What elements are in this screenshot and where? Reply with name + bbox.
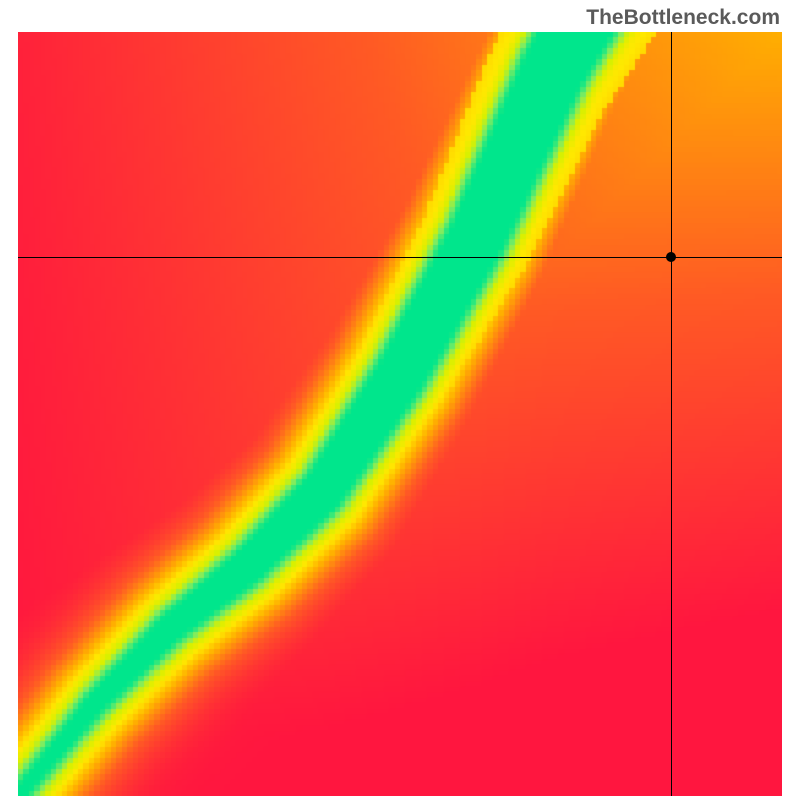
chart-container: TheBottleneck.com bbox=[0, 0, 800, 800]
heatmap-chart bbox=[18, 32, 782, 796]
marker-crosshair-vertical bbox=[671, 32, 672, 796]
marker-dot bbox=[666, 252, 676, 262]
heatmap-canvas bbox=[18, 32, 782, 796]
attribution-text: TheBottleneck.com bbox=[586, 6, 780, 30]
